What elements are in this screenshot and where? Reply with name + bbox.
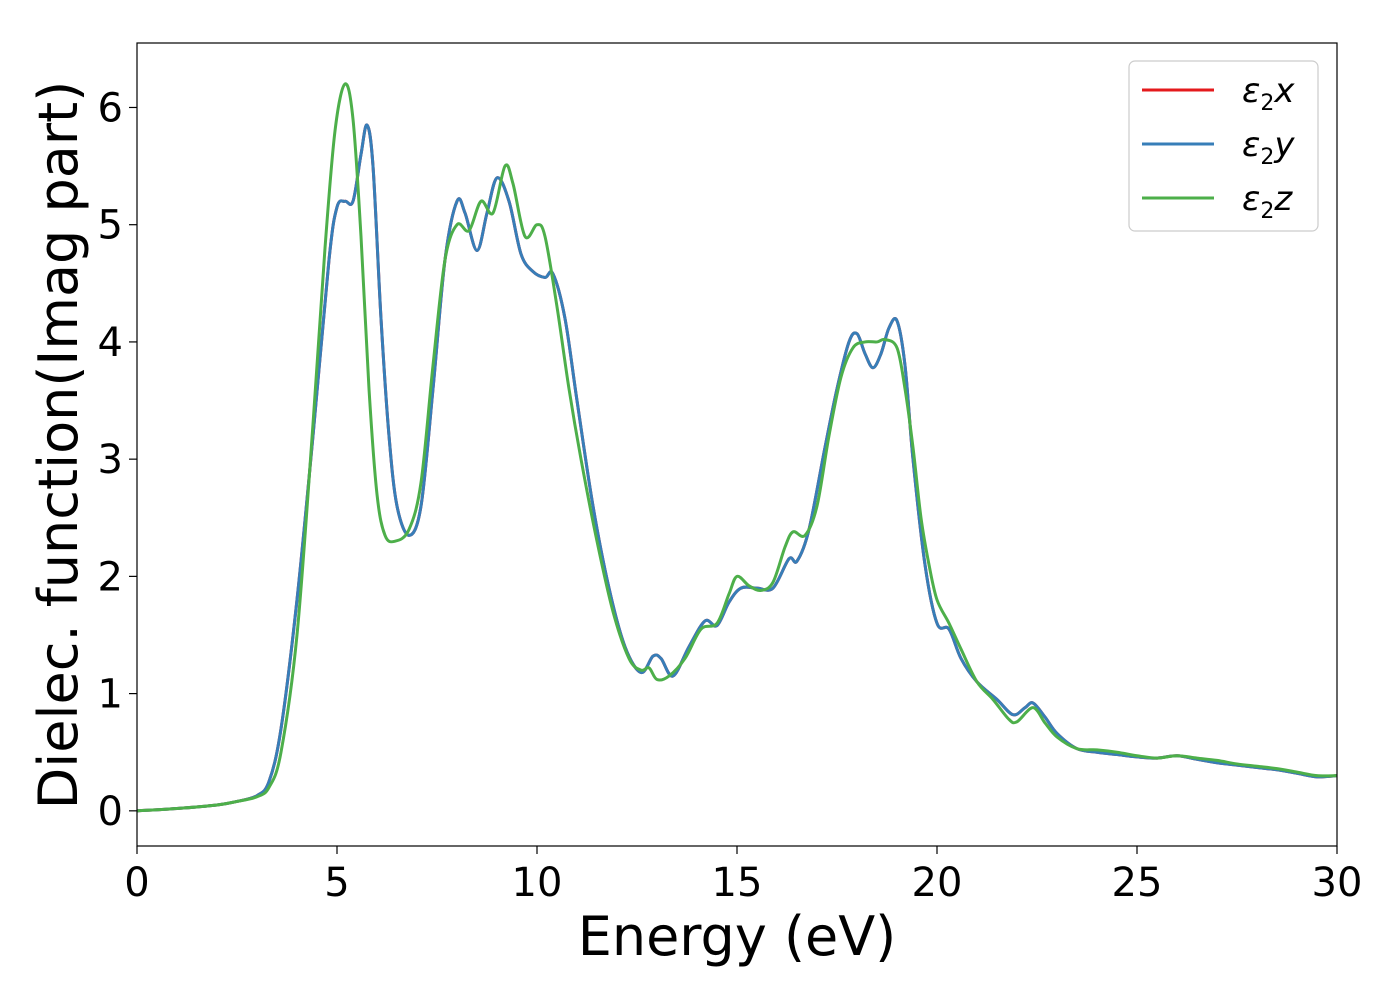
- legend-box: [1128, 60, 1319, 232]
- y-tick-label: 4: [98, 320, 123, 366]
- x-tick-label: 30: [1312, 860, 1363, 906]
- y-tick-label: 3: [98, 437, 123, 483]
- x-tick-label: 15: [712, 860, 763, 906]
- x-tick-label: 10: [512, 860, 563, 906]
- x-axis-ticks: 0 5 10 15 20 25 30: [124, 846, 1362, 906]
- y-tick-label: 2: [98, 554, 123, 600]
- series-line-z: [137, 82, 1337, 813]
- legend-entries: ε2x ε2y ε2z: [1142, 71, 1295, 224]
- y-tick-label: 6: [98, 85, 123, 131]
- x-tick-label: 25: [1112, 860, 1163, 906]
- legend-label-y: ε2y: [1242, 125, 1295, 170]
- y-tick-label: 5: [98, 203, 123, 249]
- series-line-y: [137, 123, 1337, 813]
- y-tick-label: 1: [98, 672, 123, 718]
- x-tick-label: 5: [324, 860, 349, 906]
- legend-label-z: ε2z: [1242, 179, 1293, 224]
- legend-label-x: ε2x: [1242, 71, 1295, 116]
- x-tick-label: 0: [124, 860, 149, 906]
- legend: ε2x ε2y ε2z: [1128, 60, 1319, 232]
- y-axis-ticks: 0 1 2 3 4 5 6: [98, 85, 137, 835]
- series-layer: [137, 82, 1337, 813]
- y-tick-label: 0: [98, 789, 123, 835]
- x-axis-label: Energy (eV): [578, 905, 897, 968]
- x-tick-label: 20: [912, 860, 963, 906]
- y-axis-label: Dielec. function(Imag part): [27, 81, 90, 810]
